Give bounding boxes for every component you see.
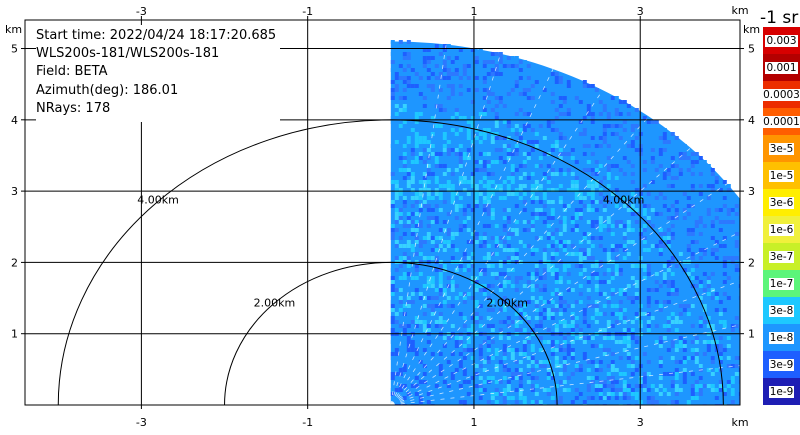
data-layer	[390, 40, 740, 405]
ray-line	[390, 53, 501, 405]
nrays-text: NRays: 178	[36, 100, 111, 116]
colorbar-unit-label: -1 sr	[760, 8, 799, 28]
y-tick-label: 4	[11, 114, 18, 127]
x-tick-label: -1	[302, 416, 313, 429]
y-tick-label-right: 3	[748, 185, 755, 198]
info-box: Start time: 2022/04/24 18:17:20.685 WLS2…	[36, 25, 281, 123]
colorbar-tick-label: 3e-9	[768, 358, 795, 371]
y-tick-label: 2	[11, 256, 18, 269]
colorbar-segment: 0.003	[763, 27, 800, 54]
x-tick-label-top: 1	[470, 5, 477, 18]
plot-frame	[24, 19, 741, 406]
y-unit-label-right: km	[743, 23, 760, 36]
y-tick-label-right: 1	[748, 328, 755, 341]
y-tick-label: 5	[11, 43, 18, 56]
range-ring	[57, 119, 724, 405]
x-tick-label: 3	[637, 416, 644, 429]
ray-line	[390, 89, 604, 405]
colorbar-segment: 1e-9	[763, 378, 800, 405]
range-ring-layer: 2.00km 2.00km 4.00km 4.00km	[57, 119, 724, 405]
x-unit-label: km	[731, 416, 748, 429]
colorbar-tick-label: 0.003	[765, 34, 798, 47]
colorbar-tick-label: 1e-8	[768, 331, 795, 344]
range-ring	[224, 261, 558, 405]
colorbar-tick-label: 3e-7	[768, 250, 795, 263]
colorbar-segment: 3e-9	[763, 351, 800, 378]
field-text: Field: BETA	[36, 64, 108, 80]
range-ring-label: 2.00km	[486, 296, 528, 309]
y-tick-label: 3	[11, 185, 18, 198]
ray-line	[390, 231, 740, 405]
ray-line	[390, 183, 728, 405]
colorbar-tick-label: 1e-6	[768, 223, 795, 236]
range-ring-label: 4.00km	[137, 194, 179, 207]
colorbar-tick-label: 3e-6	[768, 196, 795, 209]
x-tick-label: 1	[470, 416, 477, 429]
y-tick-label: 1	[11, 328, 18, 341]
y-tick-label-right: 4	[748, 114, 755, 127]
colorbar-tick-label: 3e-5	[768, 142, 795, 155]
colorbar-tick-label: 0.001	[765, 61, 798, 74]
x-tick-label-top: 3	[637, 5, 644, 18]
colorbar-tick-label: 0.0003	[762, 88, 800, 101]
colorbar-segment: 0.001	[763, 54, 800, 81]
ray-line	[390, 116, 650, 405]
colorbar: 0.003 0.001 0.0003 0.0001 3e-5 1e-5 3e-6 1e-6 3e…	[762, 27, 800, 405]
y-tick-label-right: 5	[748, 43, 755, 56]
colorbar-segment: 0.0001	[762, 108, 800, 135]
colorbar-segment: 0.0003	[762, 81, 800, 108]
colorbar-segment: 1e-7	[763, 270, 800, 297]
range-ring-label: 2.00km	[254, 296, 296, 309]
azimuth-text: Azimuth(deg): 186.01	[36, 82, 179, 98]
colorbar-segment: 1e-6	[763, 216, 800, 243]
y-unit-label: km	[5, 23, 22, 36]
x-tick-label: -3	[136, 416, 147, 429]
colorbar-tick-label: 1e-7	[768, 277, 795, 290]
colorbar-segment: 1e-8	[763, 324, 800, 351]
colorbar-tick-label: 1e-5	[768, 169, 795, 182]
x-tick-label-top: -3	[136, 5, 147, 18]
ray-line	[390, 365, 740, 405]
ray-line	[390, 44, 447, 405]
ray-line	[390, 324, 740, 405]
colorbar-segment: 3e-6	[763, 189, 800, 216]
axis-layer: -3 -3 -1 -1 1 1 3 3 1 1 2 2 3 3 4 4 5 5 km km km km	[5, 4, 760, 429]
x-unit-label-top: km	[731, 4, 748, 17]
colorbar-tick-label: 0.0001	[762, 115, 800, 128]
colorbar-segment: 3e-7	[763, 243, 800, 270]
colorbar-segment: 3e-8	[763, 297, 800, 324]
x-tick-label-top: -1	[302, 5, 313, 18]
colorbar-tick-label: 1e-9	[768, 385, 795, 398]
y-tick-label-right: 2	[748, 256, 755, 269]
colorbar-segment: 3e-5	[763, 135, 800, 162]
start-time-text: Start time: 2022/04/24 18:17:20.685	[36, 28, 277, 43]
ray-line	[390, 68, 554, 405]
range-ring-label: 4.00km	[603, 194, 645, 207]
instrument-text: WLS200s-181/WLS200s-181	[36, 46, 220, 62]
colorbar-tick-label: 3e-8	[768, 304, 795, 317]
colorbar-segment: 1e-5	[763, 162, 800, 189]
